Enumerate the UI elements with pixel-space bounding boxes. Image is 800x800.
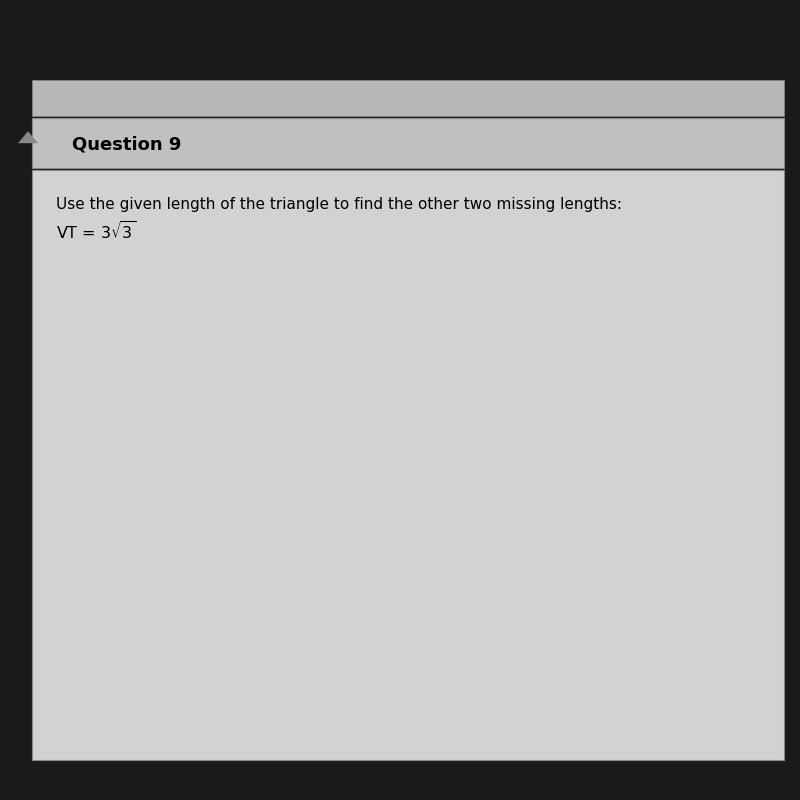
Text: 60°: 60° — [108, 471, 130, 484]
Text: T: T — [236, 497, 244, 511]
Text: PT =: PT = — [70, 558, 106, 572]
Text: 30°: 30° — [173, 362, 195, 374]
Text: PV =: PV = — [70, 618, 106, 633]
Text: Use the given length of the triangle to find the other two missing lengths:: Use the given length of the triangle to … — [56, 197, 622, 211]
Text: V: V — [235, 321, 245, 335]
FancyBboxPatch shape — [124, 546, 292, 582]
Text: VT = 3$\sqrt{3}$: VT = 3$\sqrt{3}$ — [56, 221, 136, 243]
FancyBboxPatch shape — [124, 608, 292, 644]
Text: Question 9: Question 9 — [72, 135, 182, 153]
Text: P: P — [62, 497, 70, 511]
